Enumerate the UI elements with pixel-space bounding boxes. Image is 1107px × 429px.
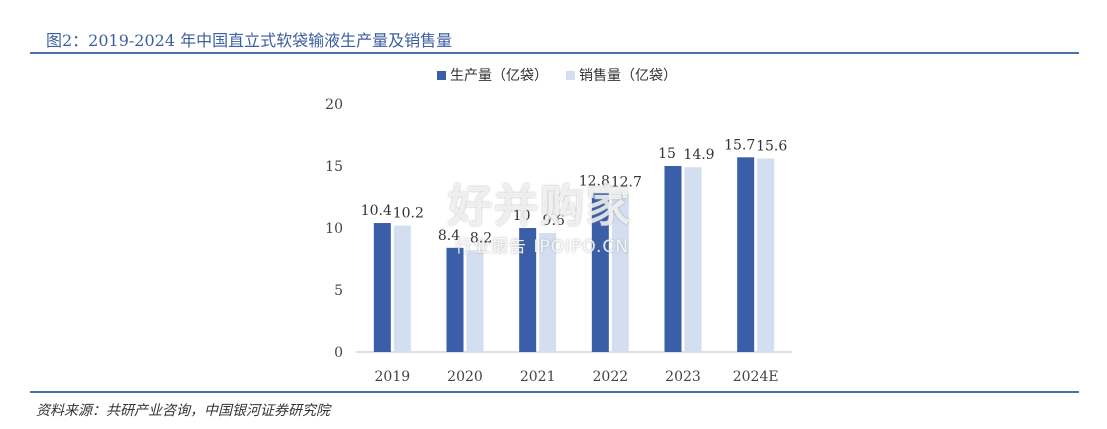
top-rule xyxy=(30,52,1079,54)
data-label-production: 12.8 xyxy=(579,173,610,189)
data-label-sales: 10.2 xyxy=(393,206,424,222)
bar-production xyxy=(519,228,537,352)
data-label-sales: 15.6 xyxy=(756,139,787,155)
data-label-sales: 9.6 xyxy=(543,213,565,229)
x-tick-label: 2021 xyxy=(520,369,556,385)
bar-production xyxy=(446,247,464,352)
x-tick-label: 2019 xyxy=(375,369,411,385)
data-label-production: 10 xyxy=(513,208,531,224)
y-tick-label: 5 xyxy=(334,283,343,299)
bar-production xyxy=(664,166,682,352)
bar-production xyxy=(737,157,755,352)
legend-swatch-production xyxy=(437,71,446,80)
chart-legend: 生产量（亿袋） 销售量（亿袋） xyxy=(437,68,677,84)
bar-sales xyxy=(757,158,775,352)
data-label-production: 10.4 xyxy=(361,203,392,219)
bar-production xyxy=(373,223,391,352)
x-tick-label: 2024E xyxy=(733,369,779,385)
bar-sales xyxy=(466,250,484,352)
bars xyxy=(373,157,775,352)
data-label-sales: 8.2 xyxy=(470,230,492,246)
y-tick-label: 20 xyxy=(325,97,343,113)
legend-swatch-sales xyxy=(566,71,575,80)
legend-label-production: 生产量（亿袋） xyxy=(450,68,548,84)
y-axis: 0 5 10 15 20 xyxy=(325,97,343,361)
bar-sales xyxy=(684,167,702,352)
y-tick-label: 10 xyxy=(325,221,343,237)
data-label-production: 15.7 xyxy=(724,137,755,153)
data-label-production: 8.4 xyxy=(438,228,460,244)
bar-sales xyxy=(393,225,411,352)
bottom-rule xyxy=(30,391,1079,393)
data-label-sales: 14.9 xyxy=(683,147,714,163)
data-labels: 10.4 10.2 8.4 8.2 10 9.6 12.8 12.7 15 14.9 15.7 15.… xyxy=(361,137,788,246)
bar-production xyxy=(591,193,609,352)
data-label-production: 15 xyxy=(658,146,676,162)
y-tick-label: 15 xyxy=(325,159,343,175)
figure-title: 图2：2019-2024 年中国直立式软袋输液生产量及销售量 xyxy=(46,31,453,50)
x-axis: 2019 2020 2021 2022 2023 2024E xyxy=(356,351,792,385)
bar-sales xyxy=(611,194,629,352)
bar-sales xyxy=(539,232,557,352)
watermark-text: 行业报告 IPOIPO.CN xyxy=(455,237,629,257)
data-label-sales: 12.7 xyxy=(611,175,642,191)
legend-label-sales: 销售量（亿袋） xyxy=(579,68,677,84)
y-tick-label: 0 xyxy=(334,345,343,361)
source-note: 资料来源：共研产业咨询，中国银河证券研究院 xyxy=(36,403,330,419)
x-tick-label: 2023 xyxy=(665,369,701,385)
x-tick-label: 2020 xyxy=(447,369,483,385)
watermark-logo: 好并购家 xyxy=(448,181,632,232)
x-tick-label: 2022 xyxy=(593,369,629,385)
